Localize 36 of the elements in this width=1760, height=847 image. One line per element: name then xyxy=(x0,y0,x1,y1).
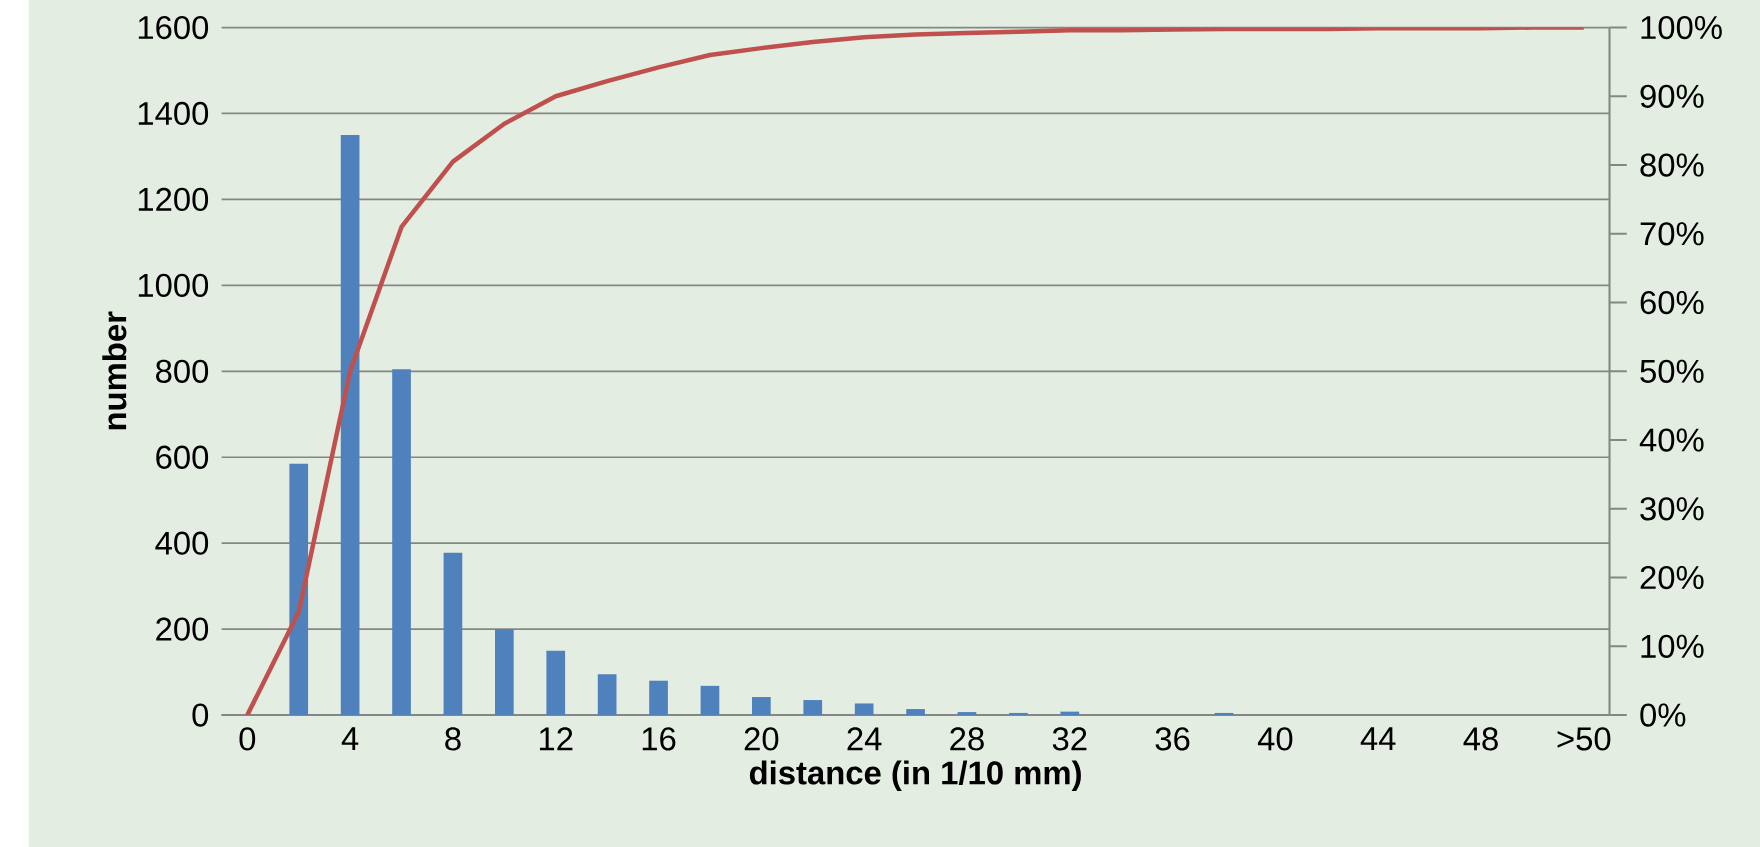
y-tick-label: 600 xyxy=(156,445,209,469)
y2-tick-label: 90% xyxy=(1640,84,1704,108)
y2-tick-label: 10% xyxy=(1641,634,1704,659)
y2-tick-label: 20% xyxy=(1640,565,1704,590)
y-tick-label: 1200 xyxy=(138,187,209,212)
y-tick-label: 200 xyxy=(156,617,209,641)
x-tick-label: 16 xyxy=(642,727,676,751)
y2-tick-label: 60% xyxy=(1640,290,1704,315)
x-tick-label: 24 xyxy=(847,727,882,751)
y2-tick-label: 30% xyxy=(1640,497,1704,521)
y2-tick-label: 70% xyxy=(1640,222,1704,246)
y2-tick-label: 100% xyxy=(1641,15,1722,40)
x-tick-label: 32 xyxy=(1052,727,1087,751)
y2-tick-label: 80% xyxy=(1640,153,1704,177)
y-tick-label: 1400 xyxy=(138,101,209,126)
x-tick-label: 12 xyxy=(539,727,573,751)
x-axis-title: distance (in 1/10 mm) xyxy=(749,760,1081,792)
x-tick-label: 48 xyxy=(1463,727,1498,751)
x-tick-label: 0 xyxy=(239,727,256,751)
x-tick-label: 40 xyxy=(1257,727,1293,751)
y2-tick-label: 0% xyxy=(1640,703,1686,727)
y-tick-label: 0 xyxy=(192,703,209,727)
x-tick-label: 44 xyxy=(1360,727,1396,750)
y-axis-title: number xyxy=(102,311,127,430)
y-tick-label: 800 xyxy=(156,359,209,383)
x-tick-label: 36 xyxy=(1155,727,1190,751)
x-tick-label: >50 xyxy=(1557,727,1611,751)
x-tick-label: 8 xyxy=(445,727,461,751)
y2-tick-label: 50% xyxy=(1640,359,1704,383)
x-tick-label: 28 xyxy=(950,727,984,751)
y-tick-label: 1600 xyxy=(138,15,209,40)
x-tick-label: 20 xyxy=(744,727,779,751)
y2-tick-label: 40% xyxy=(1639,428,1704,452)
y-tick-label: 1000 xyxy=(138,273,209,298)
x-tick-label: 4 xyxy=(341,727,359,750)
y-tick-label: 400 xyxy=(155,531,209,555)
